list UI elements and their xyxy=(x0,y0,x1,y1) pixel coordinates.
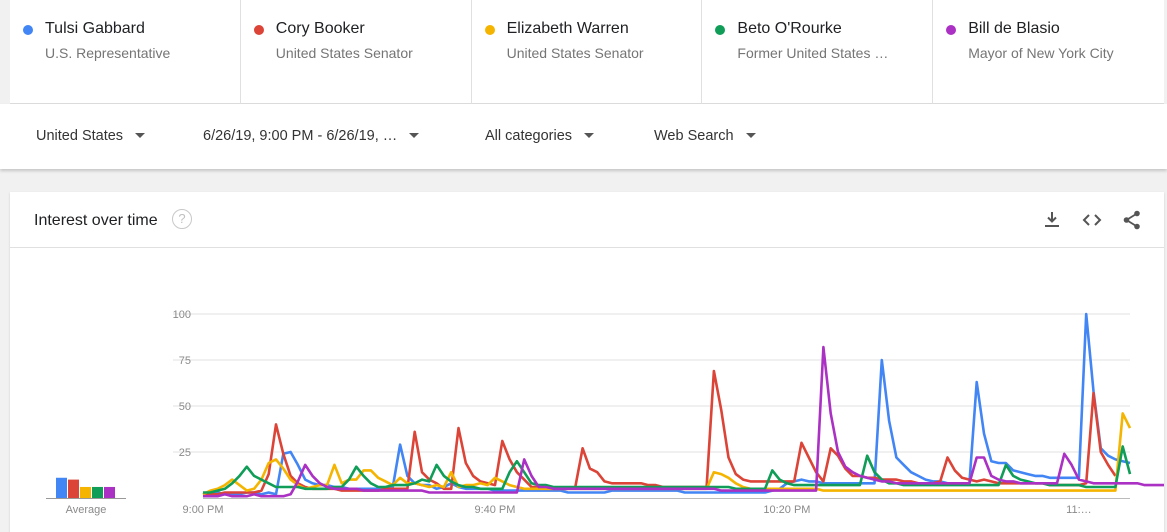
dropdown-arrow-icon xyxy=(584,132,595,138)
term-card-4[interactable]: Beto O'Rourke Former United States … xyxy=(702,0,934,104)
average-bar xyxy=(104,486,115,498)
dropdown-arrow-icon xyxy=(745,132,756,138)
term-name: Tulsi Gabbard xyxy=(45,20,145,37)
term-card-1[interactable]: Tulsi Gabbard U.S. Representative xyxy=(10,0,241,104)
series-line-beto-o-rourke xyxy=(203,445,1132,494)
series-line-bill-de-blasio xyxy=(203,345,1164,498)
average-bar xyxy=(68,479,79,498)
term-subtitle: United States Senator xyxy=(506,45,644,61)
dropdown-arrow-icon xyxy=(409,132,420,138)
search-type-dropdown[interactable]: Web Search xyxy=(654,128,756,144)
term-subtitle: Former United States … xyxy=(737,45,889,61)
region-label: United States xyxy=(36,128,124,144)
search-type-label: Web Search xyxy=(654,128,734,144)
term-card-5[interactable]: Bill de Blasio Mayor of New York City xyxy=(933,0,1164,104)
card-header: Interest over time ? xyxy=(10,192,1164,248)
term-name: Elizabeth Warren xyxy=(506,20,629,37)
average-bar xyxy=(80,486,91,498)
term-card-3[interactable]: Elizabeth Warren United States Senator xyxy=(472,0,703,104)
x-tick-label: 9:00 PM xyxy=(183,504,224,516)
term-color-dot xyxy=(23,25,33,35)
average-label: Average xyxy=(66,504,107,516)
dropdown-arrow-icon xyxy=(135,132,146,138)
average-bar xyxy=(56,477,67,498)
help-icon[interactable]: ? xyxy=(172,209,192,229)
average-bar xyxy=(92,486,103,498)
download-icon[interactable] xyxy=(1040,208,1064,232)
y-tick-label: 100 xyxy=(173,309,191,321)
region-dropdown[interactable]: United States xyxy=(36,128,146,144)
term-color-dot xyxy=(253,25,264,35)
filter-bar: United States 6/26/19, 9:00 PM - 6/26/19… xyxy=(0,104,1167,169)
term-subtitle: United States Senator xyxy=(275,45,413,61)
embed-icon[interactable] xyxy=(1080,208,1104,232)
x-tick-label: 10:20 PM xyxy=(763,504,810,516)
series-line-tulsi-gabbard xyxy=(202,312,1131,496)
interest-over-time-card: Interest over time ? 25 50 75 100 9:00 PM 9:4… xyxy=(10,192,1164,532)
comparison-terms-bar: Tulsi Gabbard U.S. Representative Cory B… xyxy=(10,0,1164,104)
card-title: Interest over time xyxy=(34,212,158,229)
term-subtitle: U.S. Representative xyxy=(45,45,171,61)
y-tick-label: 50 xyxy=(179,401,191,413)
y-tick-label: 25 xyxy=(179,447,191,459)
y-tick-label: 75 xyxy=(179,355,191,367)
term-color-dot xyxy=(946,25,957,35)
x-tick-label: 9:40 PM xyxy=(474,504,515,516)
interest-chart: 25 50 75 100 9:00 PM 9:40 PM 10:20 PM 11:… Avera… xyxy=(46,309,1164,516)
term-name: Cory Booker xyxy=(275,20,365,37)
term-color-dot xyxy=(715,25,726,35)
term-subtitle: Mayor of New York City xyxy=(968,45,1114,61)
term-name: Bill de Blasio xyxy=(968,20,1060,37)
time-range-dropdown[interactable]: 6/26/19, 9:00 PM - 6/26/19, … xyxy=(203,128,420,144)
term-color-dot xyxy=(484,25,495,35)
term-name: Beto O'Rourke xyxy=(737,20,842,37)
time-range-label: 6/26/19, 9:00 PM - 6/26/19, … xyxy=(203,128,398,144)
share-icon[interactable] xyxy=(1120,208,1144,232)
category-dropdown[interactable]: All categories xyxy=(485,128,595,144)
x-tick-label: 11:… xyxy=(1066,504,1091,516)
term-card-2[interactable]: Cory Booker United States Senator xyxy=(241,0,472,104)
category-label: All categories xyxy=(485,128,573,144)
